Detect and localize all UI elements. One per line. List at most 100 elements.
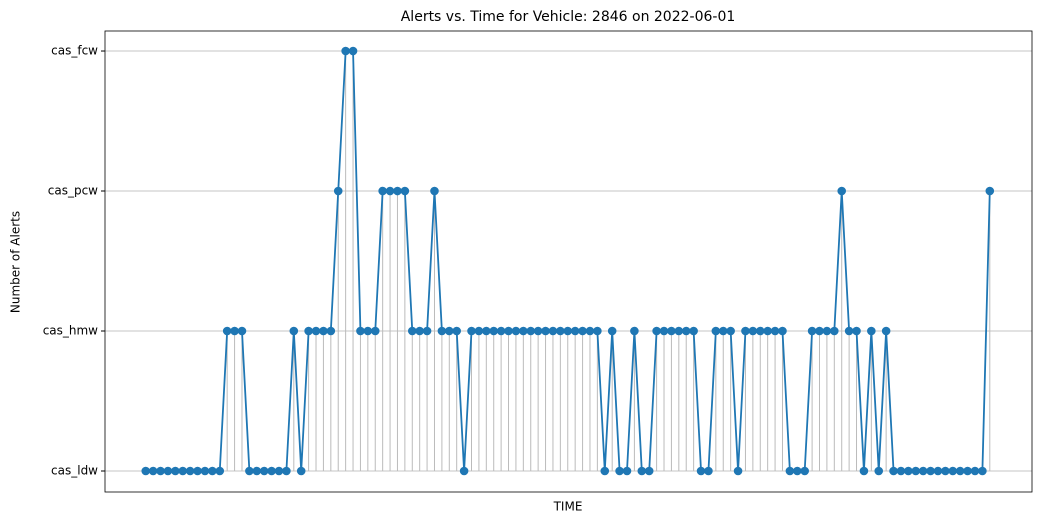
point: [837, 186, 847, 196]
point: [407, 326, 417, 336]
point: [600, 466, 610, 476]
point: [185, 466, 195, 476]
point: [889, 466, 898, 476]
point: [296, 466, 306, 476]
point: [822, 326, 832, 336]
point: [593, 326, 602, 336]
point: [556, 326, 565, 336]
point: [963, 466, 972, 476]
point: [356, 326, 365, 336]
point: [252, 466, 262, 476]
point: [326, 326, 336, 336]
point: [896, 466, 906, 476]
point: [904, 466, 913, 476]
point: [178, 466, 188, 476]
point: [637, 466, 647, 476]
point: [541, 326, 550, 336]
point: [230, 326, 239, 336]
y-tick-label: cas_hmw: [43, 324, 98, 338]
point: [704, 466, 713, 476]
point: [918, 466, 928, 476]
y-tick-label: cas_ldw: [51, 464, 98, 478]
point: [393, 186, 402, 196]
point: [259, 466, 269, 476]
point: [578, 326, 587, 336]
point: [385, 186, 395, 196]
point: [282, 466, 291, 476]
point: [215, 466, 225, 476]
point: [718, 326, 728, 336]
point: [741, 326, 750, 336]
point: [630, 326, 639, 336]
point: [319, 326, 328, 336]
point: [644, 466, 654, 476]
y-axis-label: Number of Alerts: [9, 211, 23, 313]
point: [763, 326, 772, 336]
point: [830, 326, 839, 336]
point: [370, 326, 380, 336]
point: [237, 326, 247, 336]
point: [563, 326, 573, 336]
point: [400, 186, 410, 196]
point: [615, 466, 624, 476]
point: [800, 466, 809, 476]
point: [941, 466, 950, 476]
point: [548, 326, 558, 336]
point: [674, 326, 684, 336]
point: [681, 326, 691, 336]
point: [978, 466, 987, 476]
point: [526, 326, 536, 336]
point: [711, 326, 721, 336]
point: [778, 326, 787, 336]
point: [467, 326, 476, 336]
point: [444, 326, 454, 336]
point: [533, 326, 543, 336]
point: [911, 466, 921, 476]
point: [607, 326, 617, 336]
point: [652, 326, 661, 336]
point: [504, 326, 513, 336]
point: [156, 466, 165, 476]
point: [807, 326, 817, 336]
point: [696, 466, 706, 476]
point: [970, 466, 980, 476]
point: [519, 326, 528, 336]
point: [489, 326, 499, 336]
point: [459, 466, 469, 476]
point: [659, 326, 669, 336]
point: [570, 326, 580, 336]
point: [378, 186, 387, 196]
point: [792, 466, 802, 476]
point: [208, 466, 217, 476]
point: [333, 186, 343, 196]
point: [785, 466, 795, 476]
point: [496, 326, 506, 336]
point: [245, 466, 254, 476]
point: [770, 326, 780, 336]
point: [948, 466, 958, 476]
point: [222, 326, 232, 336]
point: [200, 466, 210, 476]
point: [267, 466, 276, 476]
plot-frame: [104, 30, 1033, 493]
point: [304, 326, 313, 336]
point: [474, 326, 484, 336]
point: [867, 326, 876, 336]
point: [815, 326, 824, 336]
point: [667, 326, 676, 336]
point: [689, 326, 698, 336]
point: [859, 466, 869, 476]
point: [171, 466, 180, 476]
point: [844, 326, 854, 336]
point: [622, 466, 632, 476]
point: [430, 186, 439, 196]
point: [163, 466, 173, 476]
point: [348, 46, 358, 56]
point: [437, 326, 447, 336]
point: [755, 326, 765, 336]
point: [874, 466, 884, 476]
point: [141, 466, 151, 476]
point: [363, 326, 373, 336]
point: [852, 326, 861, 336]
point: [748, 326, 758, 336]
